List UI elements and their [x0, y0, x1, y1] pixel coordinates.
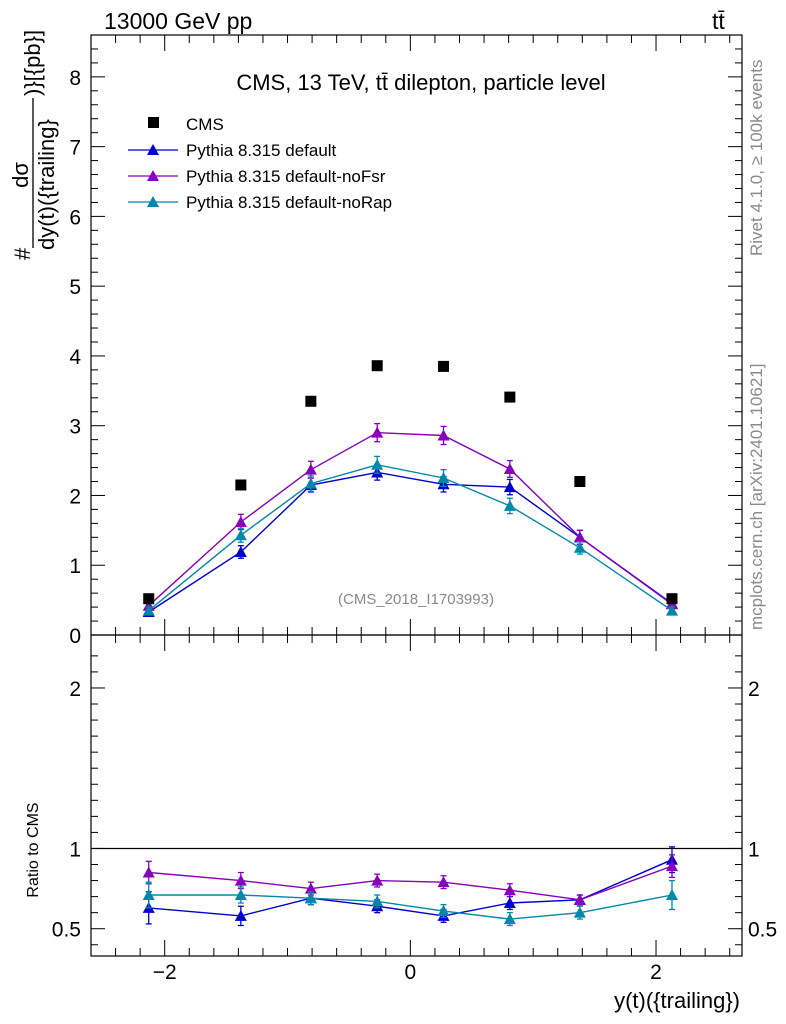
ratio-marker-2 [665, 889, 678, 901]
ratio-marker-1 [573, 893, 586, 905]
y-label-suffix: )}[{pb}] [20, 30, 45, 96]
ratio-marker-1 [437, 876, 450, 888]
main-marker-2 [142, 604, 155, 616]
y-label-denominator: dy(t)({trailing} [34, 119, 59, 250]
main-marker-0 [234, 545, 247, 557]
legend-marker-nofsr [147, 170, 159, 181]
ratio-axis-ticks [90, 635, 742, 956]
main-y-tick-label: 8 [69, 67, 81, 90]
cms-data-point [371, 360, 383, 372]
main-marker-2 [234, 529, 247, 541]
main-data-series [142, 360, 678, 617]
cms-data-point [504, 391, 516, 403]
ratio-y-axis-label: Ratio to CMS [25, 802, 42, 897]
main-marker-2 [503, 499, 516, 511]
main-y-tick-label: 5 [69, 276, 81, 299]
ratio-y-tick-label-right: 0.5 [748, 919, 777, 942]
rivet-version-label: Rivet 4.1.0, ≥ 100k events [747, 60, 766, 256]
x-tick-labels: −2 0 2 [153, 961, 662, 984]
ratio-marker-2 [503, 913, 516, 925]
ratio-marker-0 [234, 909, 247, 921]
main-y-tick-label: 7 [69, 137, 81, 160]
main-y-tick-labels: 0 1 2 3 4 5 6 7 8 [69, 67, 81, 648]
main-y-tick-label: 2 [69, 485, 81, 508]
ratio-y-tick-label: 1 [69, 838, 81, 861]
ratio-marker-2 [371, 895, 384, 907]
main-marker-2 [304, 477, 317, 489]
ratio-marker-2 [573, 906, 586, 918]
ratio-marker-1 [142, 866, 155, 878]
legend-label-norap: Pythia 8.315 default-noRap [186, 193, 392, 212]
ratio-series-line-0 [148, 859, 673, 917]
main-marker-1 [234, 515, 247, 527]
y-label-prefix: # [10, 247, 35, 260]
chart-title: CMS, 13 TeV, tt̄ dilepton, particle leve… [236, 70, 605, 95]
cms-data-point [305, 395, 317, 407]
main-marker-1 [573, 531, 586, 543]
ratio-y-tick-label-right: 2 [748, 678, 760, 701]
cms-data-point [438, 360, 450, 372]
ratio-marker-2 [437, 905, 450, 917]
analysis-watermark: (CMS_2018_I1703993) [338, 591, 494, 608]
ratio-marker-2 [234, 889, 247, 901]
legend-marker-norap [147, 196, 159, 207]
main-marker-1 [304, 463, 317, 475]
legend-marker-cms [148, 117, 159, 128]
main-marker-1 [437, 429, 450, 441]
ratio-y-tick-labels: 0.5 0.5 1 1 2 2 [52, 678, 777, 942]
ratio-marker-1 [665, 860, 678, 872]
x-axis-label: y(t)({trailing}) [614, 988, 740, 1013]
ratio-series-line-1 [148, 865, 673, 901]
main-axis-ticks [90, 34, 742, 636]
ratio-y-tick-label: 2 [69, 678, 81, 701]
main-y-tick-label: 0 [69, 625, 81, 648]
cms-data-point [574, 476, 586, 488]
ratio-y-tick-label: 0.5 [52, 919, 81, 942]
ratio-marker-1 [371, 874, 384, 886]
legend-label-nofsr: Pythia 8.315 default-noFsr [186, 167, 386, 186]
ratio-marker-2 [142, 889, 155, 901]
x-tick-label: 0 [405, 961, 417, 984]
ratio-marker-2 [304, 892, 317, 904]
main-series-line-0 [148, 471, 673, 613]
cms-data-point [666, 593, 678, 605]
cms-data-point [235, 479, 247, 491]
legend: CMS Pythia 8.315 default Pythia 8.315 de… [128, 115, 392, 212]
main-y-tick-label: 4 [69, 346, 81, 369]
main-y-tick-label: 1 [69, 555, 81, 578]
ratio-marker-1 [503, 884, 516, 896]
main-marker-2 [665, 604, 678, 616]
cms-data-point [143, 593, 155, 605]
main-y-tick-label: 3 [69, 416, 81, 439]
legend-marker-default [147, 144, 159, 155]
ratio-marker-1 [304, 882, 317, 894]
main-y-tick-label: 6 [69, 206, 81, 229]
ratio-panel-frame [90, 634, 743, 957]
main-marker-2 [573, 541, 586, 553]
main-series-line-1 [148, 431, 673, 607]
y-label-numerator: dσ [8, 162, 33, 188]
main-series-line-2 [148, 464, 673, 612]
main-y-axis-label: # dσ dy(t)({trailing} )}[{pb}] [8, 30, 59, 260]
main-marker-0 [503, 481, 516, 493]
ratio-series-line-2 [148, 894, 673, 920]
ratio-marker-0 [503, 897, 516, 909]
header-process-label: tt̄ [712, 8, 725, 34]
main-marker-2 [437, 472, 450, 484]
ratio-data-series [142, 846, 678, 927]
legend-label-cms: CMS [186, 115, 224, 134]
x-tick-label: 2 [650, 961, 662, 984]
main-marker-1 [503, 462, 516, 474]
mcplots-label: mcplots.cern.ch [arXiv:2401.10621] [747, 364, 766, 630]
header-energy-label: 13000 GeV pp [104, 8, 252, 34]
main-marker-2 [371, 458, 384, 470]
ratio-y-tick-label-right: 1 [748, 838, 760, 861]
main-marker-1 [371, 426, 384, 438]
ratio-marker-1 [234, 874, 247, 886]
legend-label-default: Pythia 8.315 default [186, 141, 337, 160]
x-tick-label: −2 [153, 961, 177, 984]
